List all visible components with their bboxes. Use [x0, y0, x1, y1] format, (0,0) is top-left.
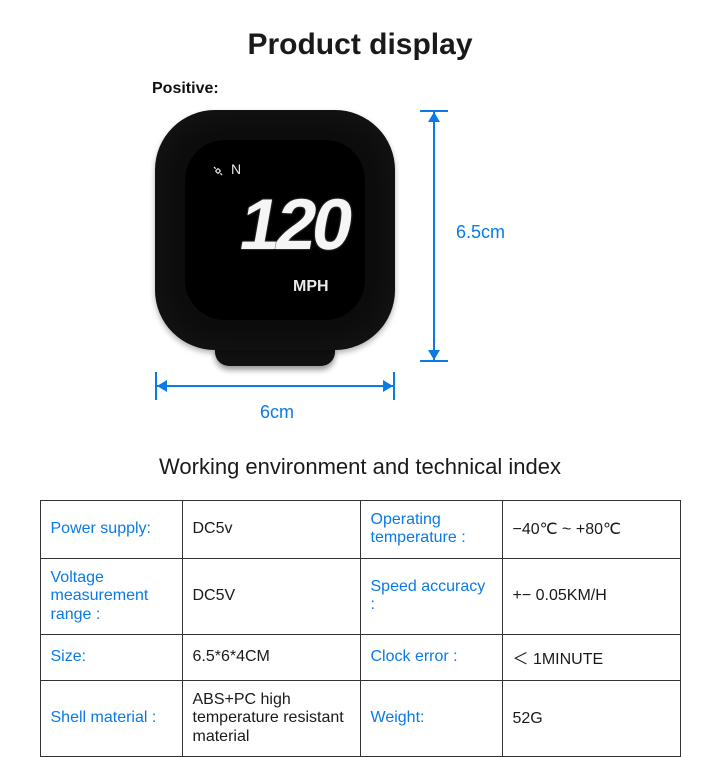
spec-label: Clock error :: [360, 634, 502, 680]
speed-readout: 120: [212, 184, 356, 266]
spec-value: DC5v: [182, 501, 360, 559]
device-screen: N 120 MPH: [185, 140, 365, 320]
page-title: Product display: [0, 0, 720, 62]
specs-section-title: Working environment and technical index: [0, 454, 720, 480]
table-row: Size:6.5*6*4CMClock error :＜ 1MINUTE: [40, 634, 680, 680]
table-row: Power supply:DC5vOperating temperature :…: [40, 501, 680, 559]
direction-label: N: [231, 161, 241, 177]
spec-value: DC5V: [182, 558, 360, 634]
spec-value: ABS+PC high temperature resistant materi…: [182, 680, 360, 756]
table-row: Shell material :ABS+PC high temperature …: [40, 680, 680, 756]
spec-value: −40℃ ~ +80℃: [502, 501, 680, 559]
spec-label: Weight:: [360, 680, 502, 756]
height-dimension: [420, 110, 448, 362]
spec-value: +− 0.05KM/H: [502, 558, 680, 634]
spec-label: Shell material :: [40, 680, 182, 756]
satellite-icon: [211, 164, 225, 181]
spec-label: Power supply:: [40, 501, 182, 559]
height-label: 6.5cm: [456, 222, 505, 243]
specs-table: Power supply:DC5vOperating temperature :…: [40, 500, 681, 757]
width-label: 6cm: [260, 402, 294, 423]
spec-label: Voltage measurement range :: [40, 558, 182, 634]
product-display-area: Positive: N 120 MPH 6.5cm 6cm: [0, 72, 720, 402]
spec-label: Size:: [40, 634, 182, 680]
spec-label: Speed accuracy :: [360, 558, 502, 634]
device-body: N 120 MPH: [155, 110, 395, 350]
width-dimension: [155, 372, 395, 400]
positive-label: Positive:: [152, 80, 219, 98]
spec-value: 6.5*6*4CM: [182, 634, 360, 680]
spec-label: Operating temperature :: [360, 501, 502, 559]
spec-value: ＜ 1MINUTE: [502, 634, 680, 680]
unit-label: MPH: [293, 278, 329, 296]
spec-value: 52G: [502, 680, 680, 756]
table-row: Voltage measurement range :DC5VSpeed acc…: [40, 558, 680, 634]
